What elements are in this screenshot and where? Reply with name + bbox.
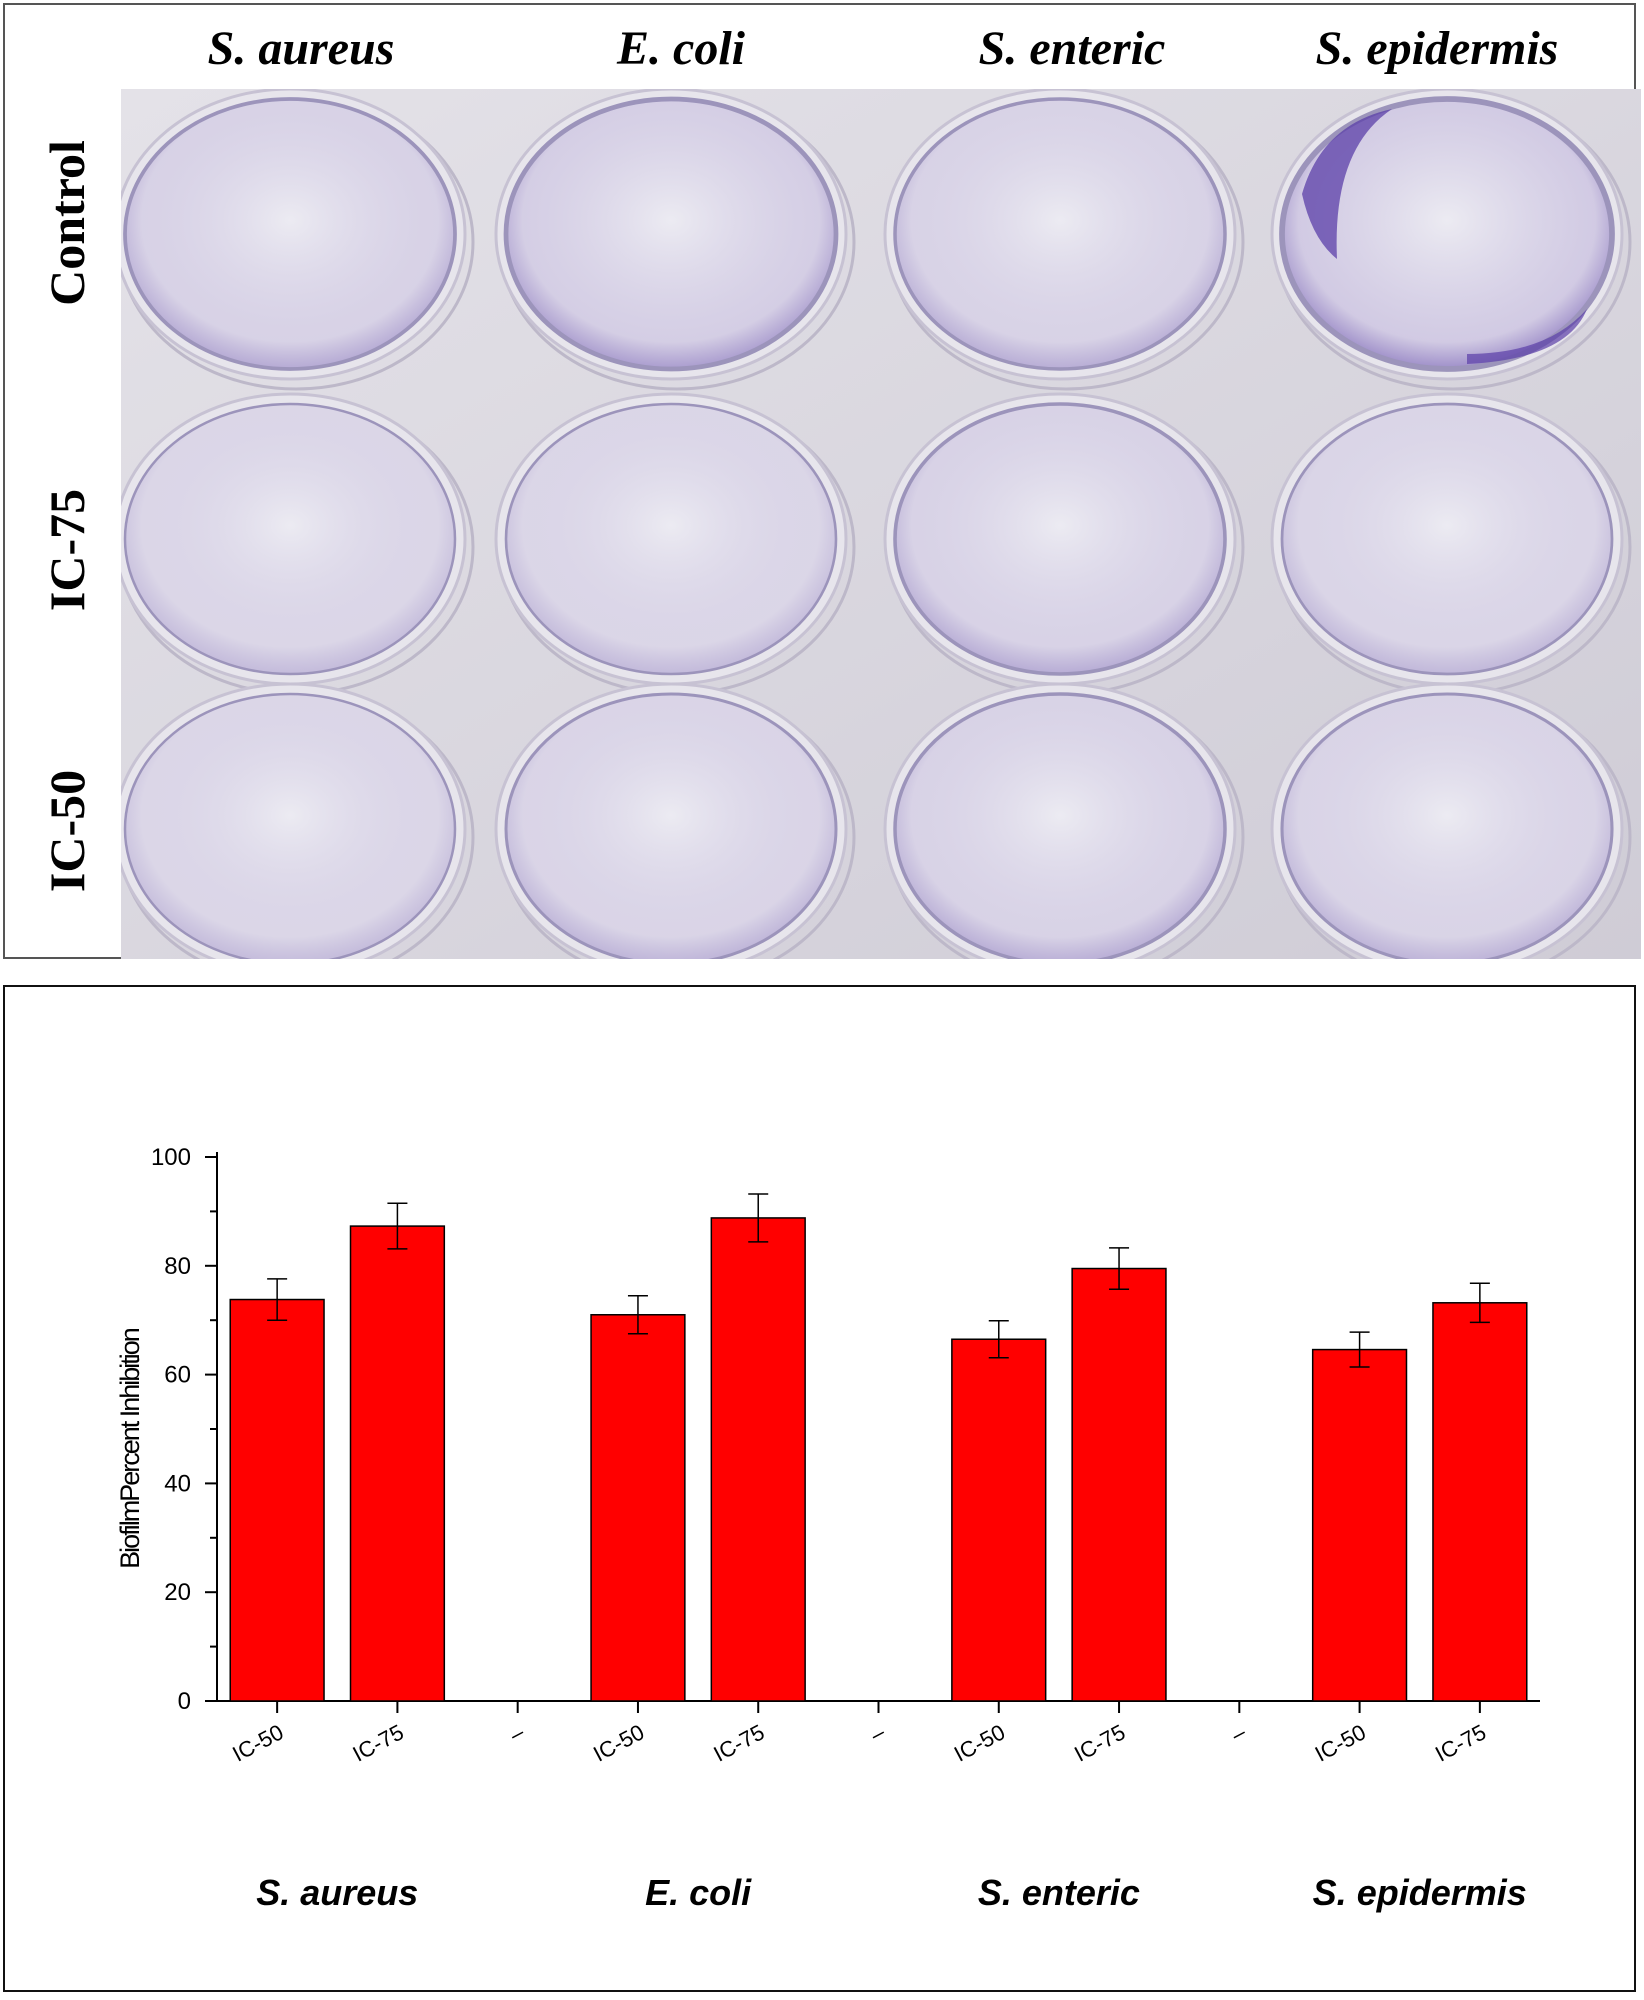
group-label: S. aureus (256, 1872, 418, 1913)
well (883, 89, 1245, 391)
y-axis-title: BiofilmPercent Inhibition (115, 1328, 145, 1569)
biofilm-plate-photo-panel: S. aureus E. coli S. enteric S. epidermi… (3, 3, 1641, 959)
bar (349, 1225, 446, 1702)
x-category-label: – (505, 1719, 528, 1747)
column-label-s-enteric: S. enteric (978, 22, 1166, 75)
x-category-label: IC-75 (349, 1719, 408, 1766)
x-category-label: IC-50 (228, 1719, 287, 1766)
group-label: S. epidermis (1313, 1872, 1527, 1913)
x-category-label: IC-75 (1070, 1719, 1129, 1766)
bar (1432, 1302, 1528, 1702)
bar (1071, 1267, 1167, 1702)
x-category-label: IC-50 (589, 1719, 648, 1766)
row-label-control: Control (39, 140, 95, 306)
column-label-e-coli: E. coli (617, 22, 745, 75)
y-tick-label: 20 (164, 1579, 191, 1606)
well (1270, 89, 1632, 391)
column-label-s-aureus: S. aureus (207, 22, 395, 75)
well (121, 682, 475, 959)
group-label: S. enteric (978, 1872, 1140, 1913)
column-label-s-epidermis: S. epidermis (1315, 22, 1559, 75)
well (494, 682, 856, 959)
bar (590, 1314, 686, 1702)
y-tick-label: 100 (151, 1144, 191, 1171)
well (883, 682, 1245, 959)
x-category-label: IC-50 (1311, 1719, 1370, 1766)
group-label: E. coli (645, 1872, 752, 1913)
x-category-label: IC-50 (950, 1719, 1009, 1766)
x-category-label: – (866, 1719, 889, 1747)
row-label-ic-75: IC-75 (39, 488, 95, 612)
bar (951, 1338, 1047, 1702)
y-tick-label: 80 (164, 1253, 191, 1280)
y-tick-label: 0 (178, 1688, 191, 1715)
biofilm-inhibition-chart-panel: 0 20 40 60 80 100 IC-50 IC-75 – IC-50 IC-75 – IC-50 I… (3, 985, 1636, 1992)
well (494, 392, 856, 696)
well (1270, 392, 1632, 696)
well (121, 89, 475, 391)
row-label-ic-50: IC-50 (39, 769, 95, 893)
bar (1311, 1348, 1408, 1702)
x-category-label: IC-75 (709, 1719, 768, 1766)
x-category-label: IC-75 (1431, 1719, 1490, 1766)
y-tick-label: 60 (164, 1362, 191, 1389)
bar-chart: 0 20 40 60 80 100 IC-50 IC-75 – IC-50 IC-75 – IC-50 I… (115, 1144, 1540, 1913)
well (121, 392, 475, 696)
y-tick-label: 40 (164, 1470, 191, 1497)
x-category-label: – (1227, 1719, 1250, 1747)
well (1270, 682, 1632, 959)
bar (229, 1298, 325, 1702)
well-plate-image (121, 89, 1641, 959)
well (494, 89, 856, 391)
bar (710, 1217, 806, 1702)
